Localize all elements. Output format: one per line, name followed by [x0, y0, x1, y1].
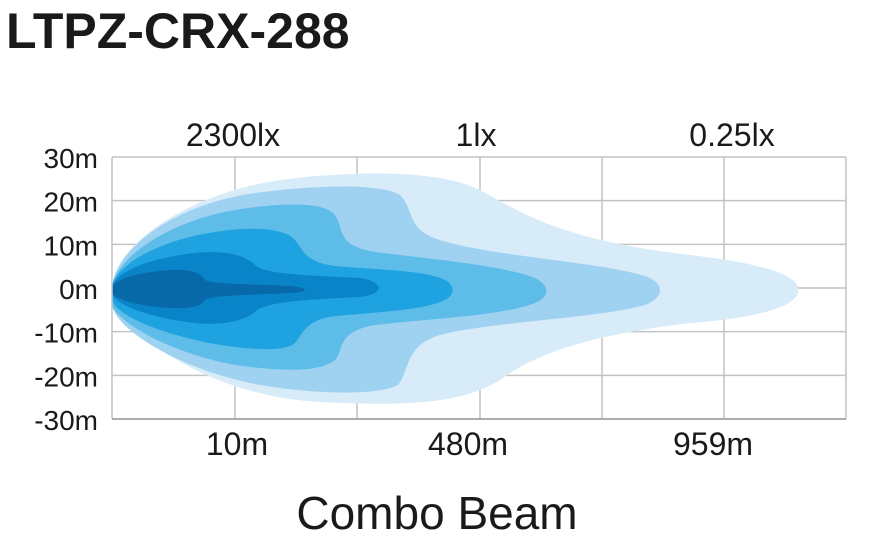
y-tick-label: 30m: [44, 143, 98, 174]
y-tick-label: 20m: [44, 187, 98, 218]
beam-zones: [112, 173, 799, 404]
distance-labels: 10m 480m 959m: [206, 426, 753, 462]
y-tick-label: -20m: [34, 361, 98, 392]
y-tick-label: -10m: [34, 318, 98, 349]
lux-label: 2300lx: [186, 117, 280, 153]
distance-label: 959m: [673, 426, 753, 462]
product-title: LTPZ-CRX-288: [6, 3, 350, 59]
lux-label: 1lx: [456, 117, 497, 153]
lux-labels: 2300lx 1lx 0.25lx: [186, 117, 775, 153]
y-tick-label: 0m: [59, 274, 98, 305]
y-tick-label: -30m: [34, 405, 98, 436]
distance-label: 480m: [428, 426, 508, 462]
y-tick-label: 10m: [44, 230, 98, 261]
y-axis-ticks: 30m 20m 10m 0m -10m -20m -30m: [34, 143, 98, 436]
distance-label: 10m: [206, 426, 268, 462]
lux-label: 0.25lx: [689, 117, 774, 153]
beam-zone-6: [112, 269, 305, 309]
chart-frame: [111, 157, 847, 420]
beam-caption: Combo Beam: [296, 487, 578, 539]
